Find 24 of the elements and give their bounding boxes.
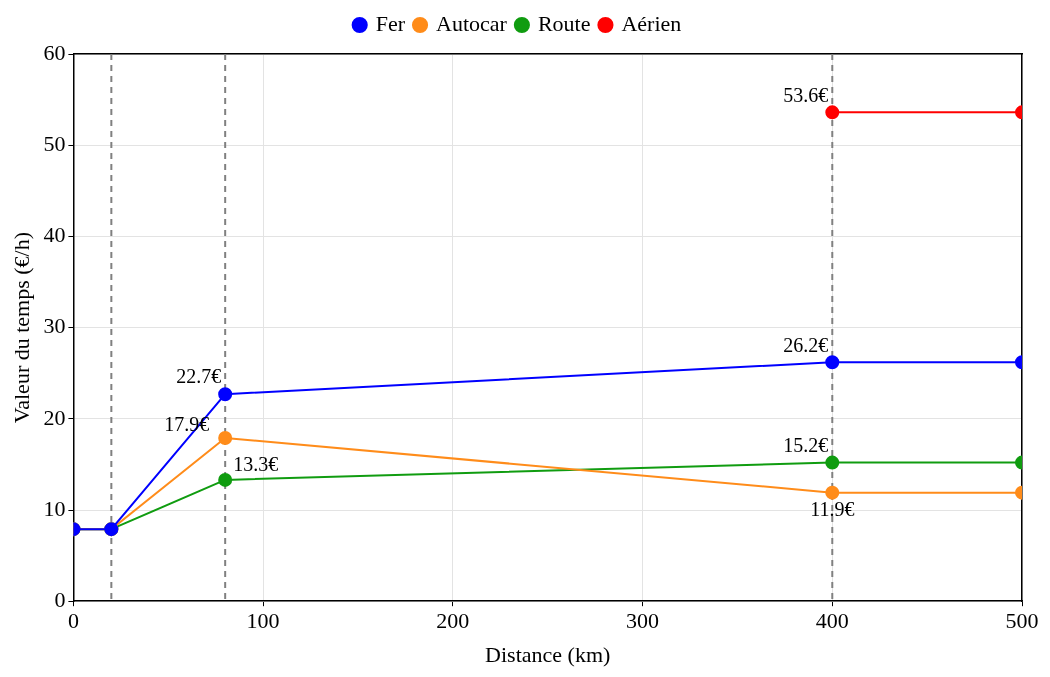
- legend-label: Autocar: [436, 10, 508, 36]
- legend-label: Route: [537, 10, 591, 36]
- legend-label: Fer: [375, 10, 406, 36]
- data-label: 15.2€: [783, 433, 829, 456]
- y-tick-label: 10: [43, 495, 66, 521]
- y-tick-label: 0: [54, 586, 66, 612]
- data-label: 53.6€: [783, 83, 829, 106]
- x-axis-title: Distance (km): [485, 641, 611, 667]
- y-axis-title: Valeur du temps (€/h): [8, 231, 34, 424]
- y-tick-label: 60: [43, 39, 66, 65]
- y-tick-label: 20: [43, 404, 66, 430]
- data-label: 26.2€: [783, 333, 829, 356]
- data-label: 22.7€: [176, 365, 222, 388]
- x-tick-label: 200: [436, 608, 470, 634]
- x-tick-label: 300: [626, 608, 660, 634]
- y-tick-label: 40: [43, 222, 66, 248]
- data-label: 11.9€: [810, 497, 855, 520]
- y-tick-label: 50: [43, 130, 66, 156]
- x-tick-label: 500: [1005, 608, 1039, 634]
- legend-label: Aérien: [621, 10, 682, 36]
- x-tick-label: 100: [246, 608, 280, 634]
- x-tick-label: 400: [815, 608, 849, 634]
- y-tick-label: 30: [43, 313, 66, 339]
- data-label: 13.3€: [233, 453, 279, 476]
